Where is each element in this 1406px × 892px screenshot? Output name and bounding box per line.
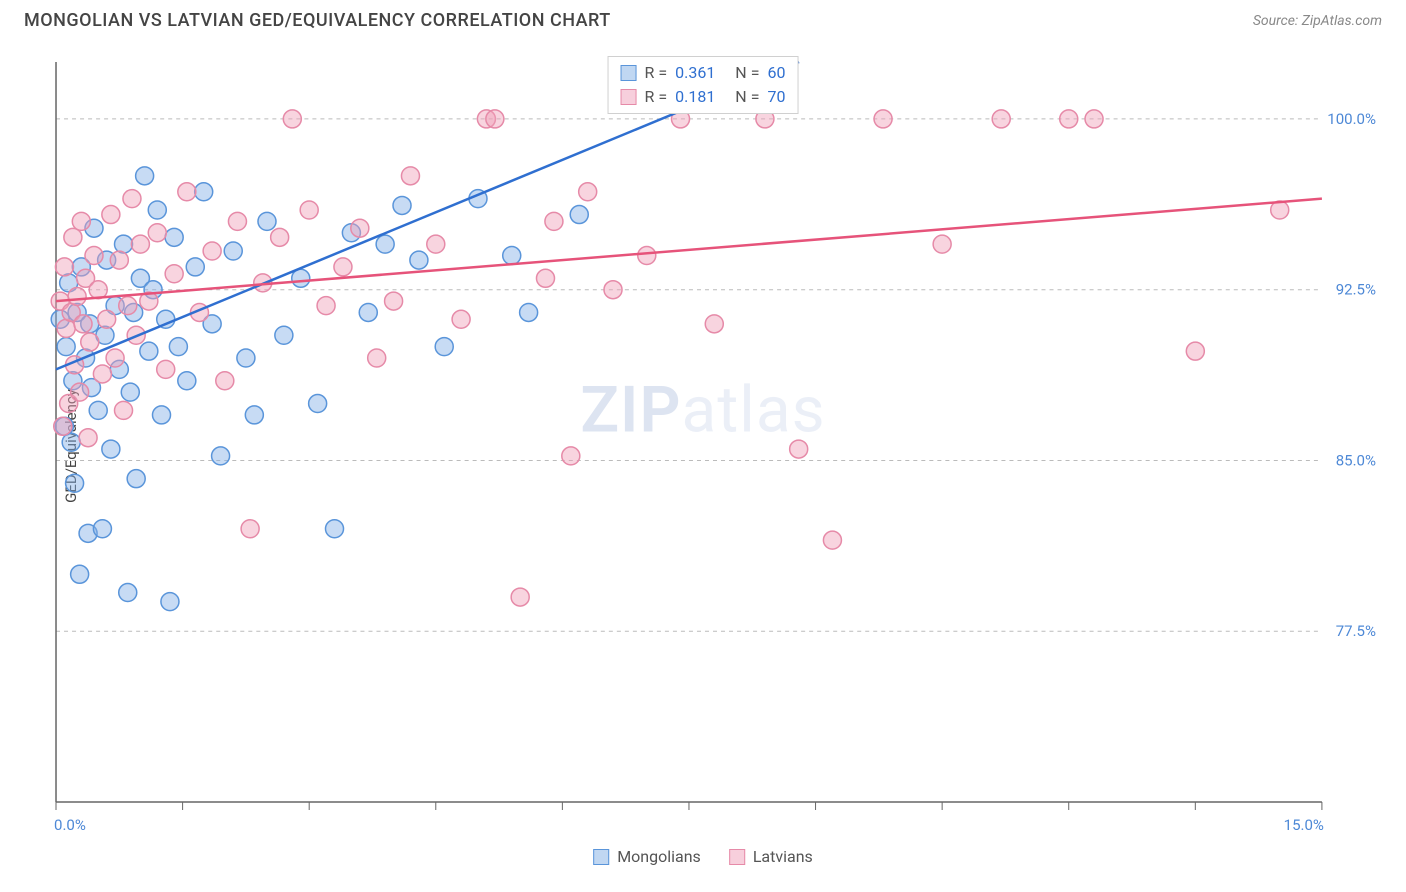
- stat-label: N =: [735, 85, 759, 109]
- stat-value: 60: [767, 61, 785, 85]
- chart-title: MONGOLIAN VS LATVIAN GED/EQUIVALENCY COR…: [24, 10, 611, 31]
- swatch-icon: [593, 849, 609, 865]
- svg-text:15.0%: 15.0%: [1284, 816, 1324, 832]
- swatch-icon: [621, 89, 637, 105]
- stats-legend-box: R = 0.361 N = 60 R = 0.181 N = 70: [608, 56, 799, 114]
- legend-item: Latvians: [729, 847, 813, 866]
- legend-bottom: Mongolians Latvians: [593, 847, 813, 866]
- svg-text:77.5%: 77.5%: [1336, 622, 1376, 640]
- stat-label: N =: [735, 61, 759, 85]
- stats-row: R = 0.361 N = 60: [621, 61, 786, 85]
- swatch-icon: [729, 849, 745, 865]
- svg-text:100.0%: 100.0%: [1327, 110, 1376, 128]
- chart-area: 77.5% 85.0% 92.5% 100.0% 0.0% 15.0%: [50, 56, 1382, 832]
- swatch-icon: [621, 65, 637, 81]
- stats-row: R = 0.181 N = 70: [621, 85, 786, 109]
- legend-item: Mongolians: [593, 847, 701, 866]
- legend-label: Latvians: [753, 847, 813, 866]
- chart-source: Source: ZipAtlas.com: [1253, 13, 1382, 29]
- svg-text:0.0%: 0.0%: [54, 816, 86, 832]
- stat-label: R =: [645, 61, 668, 85]
- stat-value: 0.181: [675, 85, 715, 109]
- svg-text:85.0%: 85.0%: [1336, 451, 1376, 469]
- stat-value: 70: [767, 85, 785, 109]
- svg-text:92.5%: 92.5%: [1336, 281, 1376, 299]
- stat-value: 0.361: [675, 61, 715, 85]
- chart-header: MONGOLIAN VS LATVIAN GED/EQUIVALENCY COR…: [0, 0, 1406, 37]
- scatter-chart-svg: 77.5% 85.0% 92.5% 100.0% 0.0% 15.0%: [50, 56, 1382, 832]
- legend-label: Mongolians: [617, 847, 701, 866]
- stat-label: R =: [645, 85, 668, 109]
